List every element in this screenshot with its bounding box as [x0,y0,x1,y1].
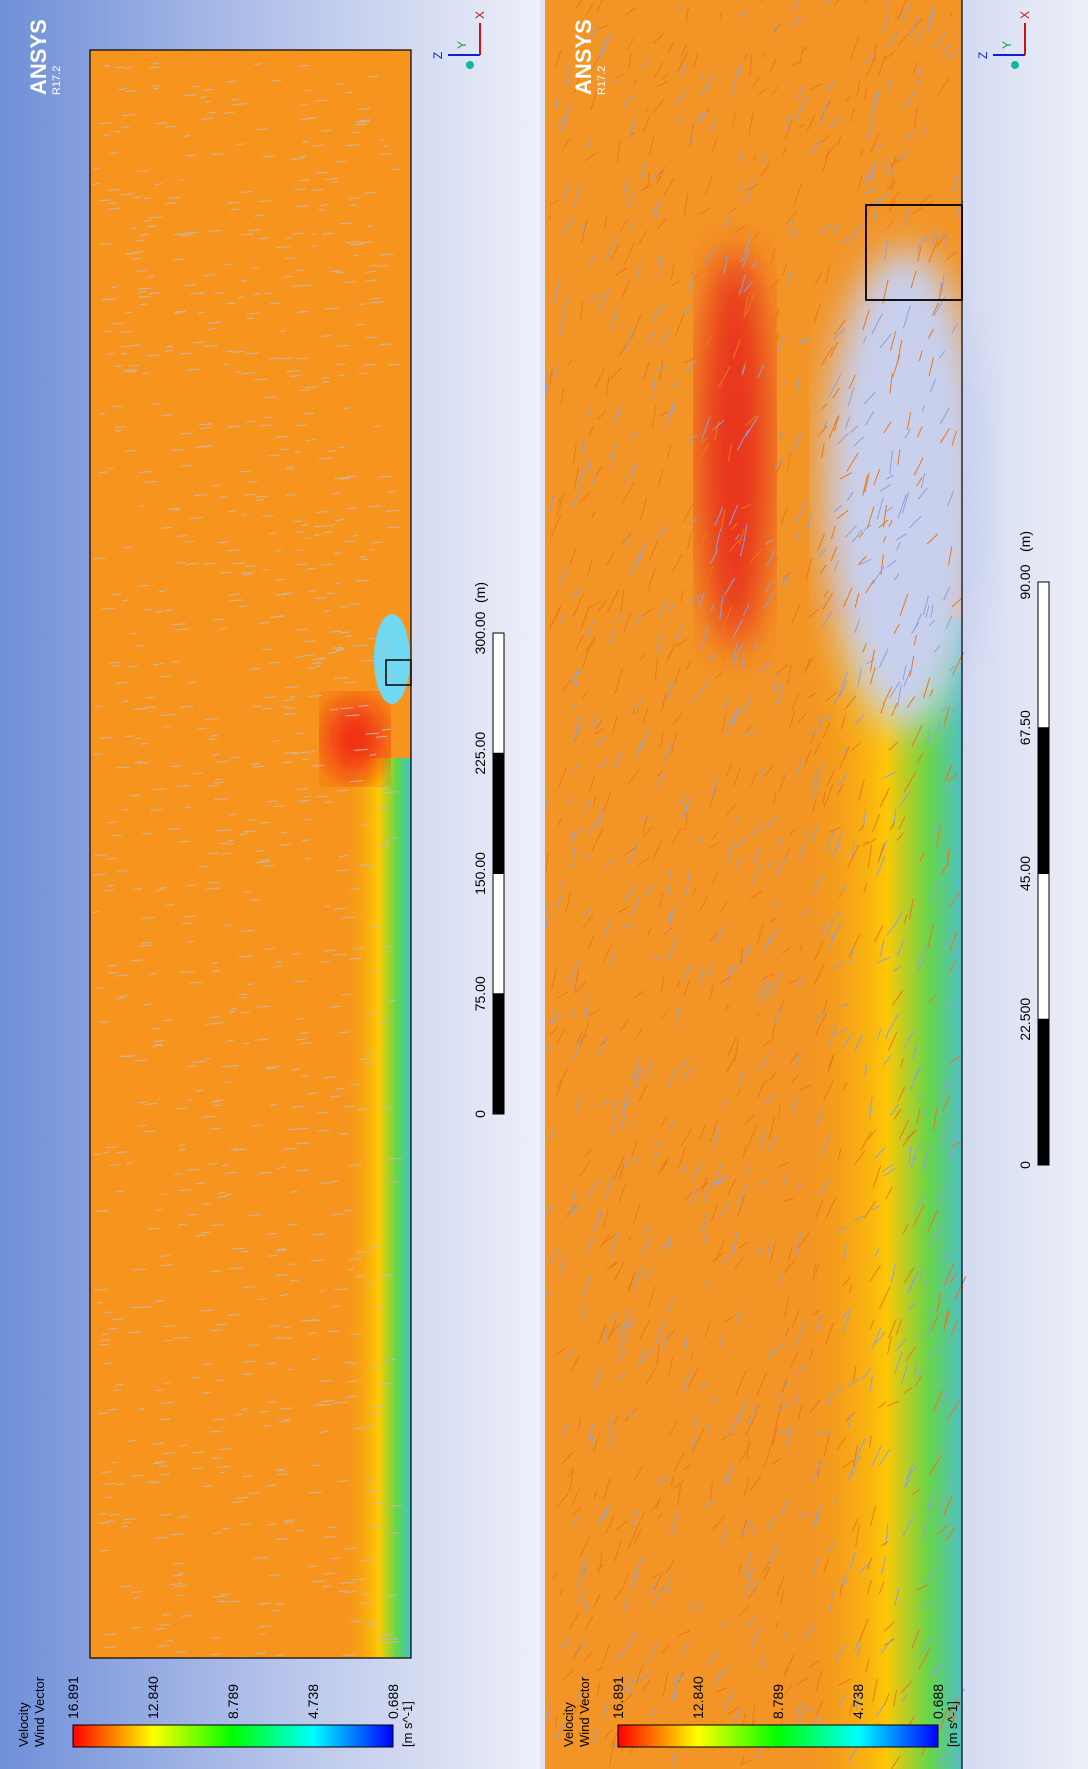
axis-label: X [473,11,487,19]
axis-y [466,61,474,69]
legend-label: 0.688 [385,1684,401,1719]
scale-label: 22.500 [1017,998,1033,1041]
axis-label: Z [431,52,445,59]
logo: ANSYS [571,19,596,95]
page: ANSYSR17.2VelocityWind Vector16.89112.84… [0,0,1088,1769]
vector-field [545,0,985,1769]
legend-label: 0.688 [930,1684,946,1719]
scale-label: 300.00 [472,611,488,654]
viewport: ANSYSR17.2 VelocityWind Vector 16.891 12.84… [545,0,1088,1769]
color-bar [73,1725,393,1747]
viewport: ANSYSR17.2 VelocityWind Vector 16.891 12.84… [0,0,540,1769]
scale-segment [1038,728,1049,874]
render: ANSYSR17.2 VelocityWind Vector 16.891 12.84… [545,0,1088,1769]
vector-field [90,50,411,1658]
shear-layer [795,619,962,1769]
legend-label: 16.891 [65,1676,81,1719]
color-bar [618,1725,938,1747]
scale-label: 225.00 [472,732,488,775]
scale-label: 0 [1017,1161,1033,1169]
version: R17.2 [51,66,63,95]
axis-label: Z [976,52,990,59]
legend-label: 8.789 [770,1684,786,1719]
render: ANSYSR17.2 VelocityWind Vector 16.891 12.84… [0,0,540,1769]
legend-label: 4.738 [850,1684,866,1719]
scale-segment [493,753,504,873]
scale-label: 90.00 [1017,564,1033,599]
shear-layer [340,758,411,1658]
scale-label: 75.00 [472,976,488,1011]
scale-unit: (m) [1017,531,1033,552]
scale-label: 45.00 [1017,856,1033,891]
axis-label: Y [1000,41,1014,49]
legend-label: 12.840 [690,1676,706,1719]
legend-label: 12.840 [145,1676,161,1719]
scale-unit: (m) [472,582,488,603]
logo: ANSYS [26,19,51,95]
high-speed [325,699,385,779]
version: R17.2 [596,66,608,95]
scale-label: 150.00 [472,852,488,895]
legend-label: 4.738 [305,1684,321,1719]
axis-y [1011,61,1019,69]
scale-segment [1038,874,1049,1020]
scale-label: 67.50 [1017,710,1033,745]
legend-title: Velocity [16,1702,31,1747]
legend-subtitle: Wind Vector [577,1676,592,1747]
scale-segment [493,994,504,1114]
legend-label: 8.789 [225,1684,241,1719]
high-speed [700,249,770,649]
legend-title: Velocity [561,1702,576,1747]
scale-segment [493,633,504,753]
legend-unit: [m s^-1] [945,1701,960,1747]
legend-unit: [m s^-1] [400,1701,415,1747]
scale-segment [1038,582,1049,728]
wake [374,614,410,704]
legend-label: 16.891 [610,1676,626,1719]
axis-label: Y [455,41,469,49]
legend-subtitle: Wind Vector [32,1676,47,1747]
scale-segment [1038,1019,1049,1165]
scale-label: 0 [472,1110,488,1118]
scale-segment [493,874,504,994]
axis-label: X [1018,11,1032,19]
